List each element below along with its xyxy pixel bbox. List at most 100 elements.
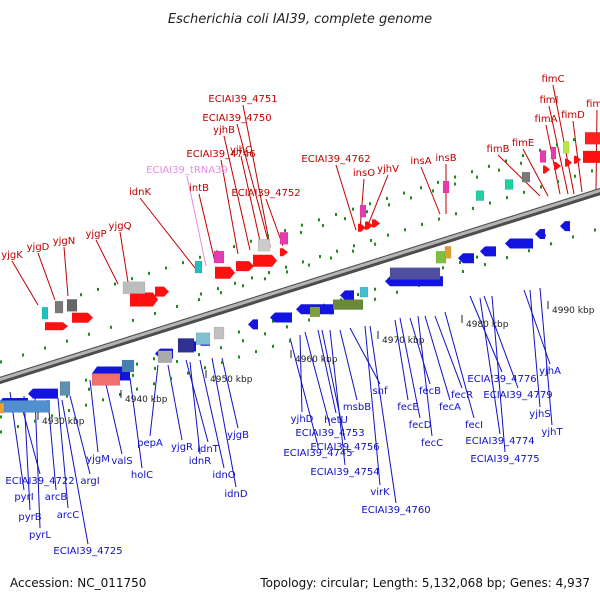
track-dot — [374, 287, 376, 291]
track-dot — [374, 242, 376, 246]
track-dot — [454, 175, 456, 179]
forward-gene-arrow — [372, 219, 380, 228]
feature-box — [435, 250, 447, 264]
track-dot — [432, 189, 434, 193]
track-dot — [251, 276, 253, 280]
gene-label-bottom: msbB — [343, 402, 371, 413]
kbp-ticks: 4930 kbp 4940 kbp 4950 kbp 4960 kbp 4970 kbp… — [37, 301, 595, 427]
label-leader — [491, 295, 506, 453]
gene-label-top: fimD — [561, 110, 585, 121]
gene-label-bottom: argI — [80, 476, 99, 487]
label-leader — [129, 377, 143, 469]
accession-text: Accession: NC_011750 — [10, 576, 146, 590]
track-dot — [528, 249, 530, 253]
gene-label-top: intB — [189, 183, 209, 194]
gene-label-bottom: idnT — [197, 444, 219, 455]
gene-label-top: ECIAI39_tRNA39 — [146, 165, 228, 176]
kbp-tick-label: 4990 kbp — [552, 306, 595, 316]
gene-label-top: ECIAI39_4746 — [186, 149, 255, 160]
reverse-gene-arrow — [340, 290, 354, 301]
track-dot — [170, 376, 172, 380]
track-dot — [476, 255, 478, 259]
track-dot — [176, 305, 178, 309]
track-dot — [102, 398, 104, 402]
track-dot — [22, 353, 24, 357]
track-dot — [420, 186, 422, 190]
track-dot — [476, 175, 478, 179]
label-leader — [220, 159, 239, 255]
forward-gene-arrow — [543, 165, 550, 174]
track-dot — [131, 277, 133, 281]
gene-label-bottom: shf — [372, 386, 388, 397]
track-dot — [0, 360, 2, 364]
label-leader — [221, 357, 239, 429]
dot-row — [0, 242, 376, 364]
track-dot — [114, 282, 116, 286]
gene-label-bottom: ECIAI39_4722 — [5, 476, 74, 487]
track-dot — [370, 238, 372, 242]
gene-label-top: ECIAI39_4762 — [301, 154, 370, 165]
track-dot — [85, 403, 87, 407]
label-leader — [47, 399, 57, 491]
kbp-tick-label: 4930 kbp — [42, 417, 85, 427]
gene-label-top: insA — [410, 156, 431, 167]
gene-label-bottom: yjhA — [539, 366, 561, 377]
track-dot — [386, 196, 388, 200]
gene-label-top: fimA — [535, 114, 558, 125]
reverse-gene-arrow — [560, 221, 570, 232]
track-dot — [264, 277, 266, 281]
track-dot — [454, 182, 456, 186]
track-dot — [484, 263, 486, 267]
top-gene-labels: yjgKyjgDyjgNyjgPyjgQidnKECIAI39_tRNA39in… — [1, 74, 600, 261]
track-dot — [220, 291, 222, 295]
label-leader — [444, 311, 475, 419]
gene-label-bottom: ECIAI39_4745 — [283, 448, 352, 459]
forward-gene-arrow — [358, 223, 366, 232]
label-leader — [522, 148, 549, 197]
gene-label-bottom: ECIAI39_4753 — [295, 428, 364, 439]
reverse-gene-arrow — [480, 246, 496, 257]
track-dot — [200, 292, 202, 296]
track-dot — [148, 271, 150, 275]
track-dot — [437, 180, 439, 184]
track-dot — [573, 138, 575, 142]
track-dot — [199, 255, 201, 259]
forward-gene-arrow — [215, 266, 235, 279]
track-dot — [153, 382, 155, 386]
track-dot — [498, 168, 500, 172]
gene-label-bottom: idnO — [212, 470, 235, 481]
track-dot — [520, 161, 522, 165]
track-dot — [489, 201, 491, 205]
label-leader — [552, 84, 575, 195]
feature-box — [309, 306, 321, 318]
forward-gene-arrow — [236, 261, 254, 272]
forward-gene-arrow — [554, 162, 561, 171]
track-dot — [308, 263, 310, 267]
feature-box — [0, 402, 5, 414]
label-leader — [595, 109, 598, 191]
track-dot — [132, 373, 134, 377]
gene-label-top: idnK — [129, 187, 151, 198]
track-dot — [66, 394, 68, 398]
label-leader — [185, 359, 209, 443]
track-dot — [591, 169, 593, 173]
feature-box — [444, 246, 452, 259]
feature-box — [177, 338, 195, 353]
label-leader — [299, 334, 303, 413]
gene-label-bottom: ECIAI39_4756 — [310, 442, 379, 453]
track-dot — [574, 174, 576, 178]
feature-box — [54, 300, 64, 314]
reverse-gene-arrow — [535, 229, 545, 240]
feature-box — [389, 267, 441, 280]
track-dot — [302, 260, 304, 264]
track-dot — [198, 298, 200, 302]
track-dot — [594, 228, 596, 232]
label-leader — [167, 364, 183, 441]
gene-label-bottom: pyrB — [18, 512, 41, 523]
track-dot — [471, 170, 473, 174]
kbp-tick-label: 4940 kbp — [125, 395, 168, 405]
feature-box — [157, 350, 173, 363]
gene-label-top: ECIAI39_4752 — [231, 188, 300, 199]
track-dot — [557, 180, 559, 184]
gene-label-top: yjgP — [85, 229, 106, 240]
